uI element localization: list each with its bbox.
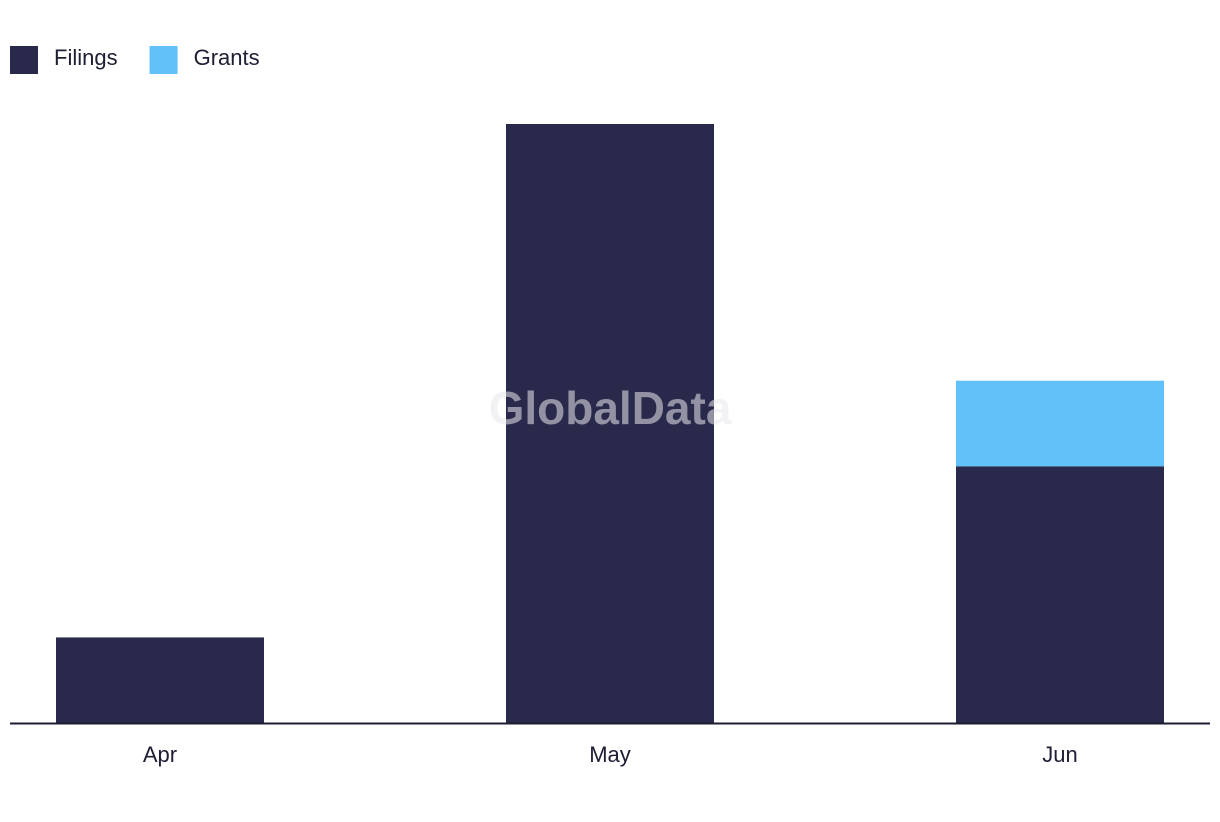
x-tick-label: Apr xyxy=(143,742,177,767)
x-tick-label: May xyxy=(589,742,631,767)
legend-swatch xyxy=(10,46,38,74)
bar-segment xyxy=(56,637,264,723)
legend-swatch xyxy=(149,46,178,74)
watermark: GlobalData xyxy=(489,382,732,434)
x-tick-label: Jun xyxy=(1042,742,1077,767)
legend-label: Filings xyxy=(54,45,118,70)
bar-segment xyxy=(956,466,1164,723)
legend-label: Grants xyxy=(194,45,260,70)
bar-segment xyxy=(506,124,714,723)
bar-segment xyxy=(956,380,1164,467)
